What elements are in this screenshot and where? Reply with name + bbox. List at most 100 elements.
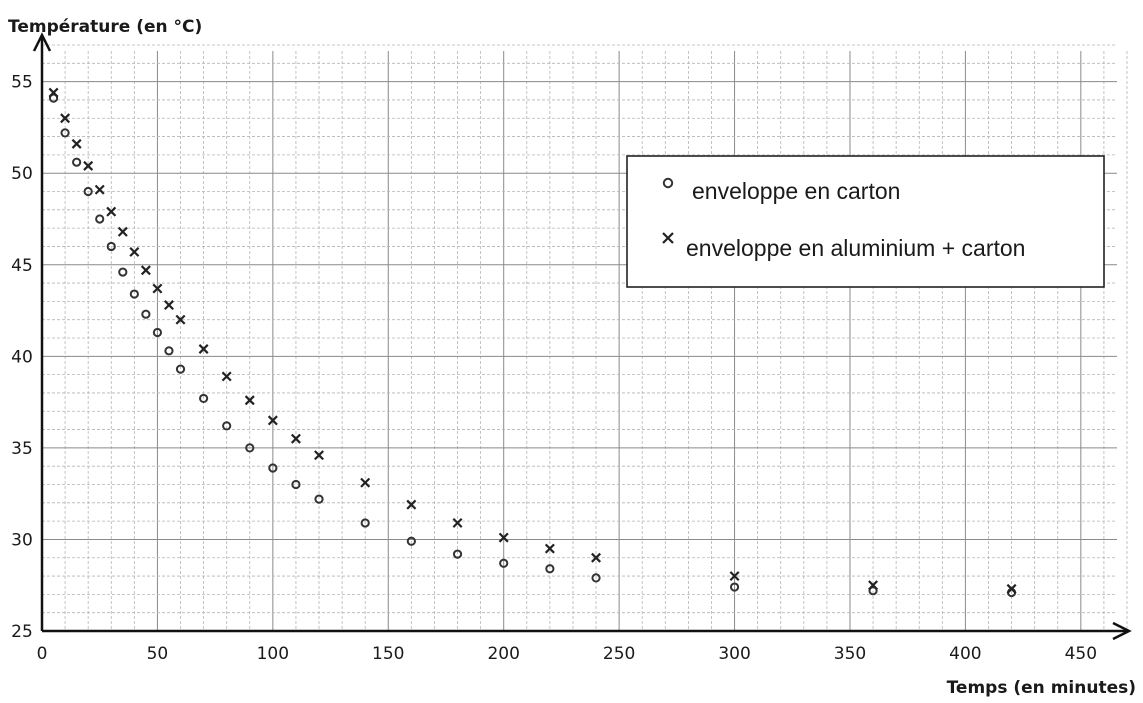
data-point-aluminium-carton	[60, 113, 71, 124]
y-axis-arrow	[32, 32, 52, 52]
data-point-carton	[452, 549, 463, 559]
x-tick-label: 450	[1065, 644, 1097, 664]
data-point-aluminium-carton	[175, 314, 186, 325]
data-point-aluminium-carton	[140, 265, 151, 276]
data-point-carton	[499, 558, 509, 568]
cross-stroke	[314, 450, 324, 461]
cross-stroke	[60, 113, 71, 124]
data-point-aluminium-carton	[71, 138, 82, 149]
cross-stroke	[129, 246, 140, 257]
cross-stroke	[48, 87, 59, 98]
y-axis-title: Température (en °C)	[8, 17, 202, 37]
data-point-carton	[48, 93, 59, 103]
data-point-aluminium-carton	[106, 206, 117, 217]
cross-stroke	[152, 283, 163, 294]
y-tick-label: 40	[11, 347, 33, 367]
cross-stroke	[360, 477, 371, 488]
data-point-carton	[729, 582, 740, 592]
data-point-carton	[106, 241, 116, 252]
y-tick-label: 50	[11, 164, 33, 184]
legend-circle-marker	[662, 177, 674, 189]
data-point-aluminium-carton	[360, 477, 371, 488]
cross-stroke	[544, 543, 555, 554]
data-point-aluminium-carton	[152, 283, 163, 294]
data-point-aluminium-carton	[729, 571, 740, 582]
y-tick-label: 30	[11, 530, 33, 550]
cross-stroke	[163, 300, 174, 311]
cross-stroke	[94, 184, 105, 195]
legend-cross-marker	[662, 232, 674, 244]
data-point-carton	[198, 393, 209, 404]
data-point-aluminium-carton	[244, 395, 255, 406]
data-point-carton	[152, 327, 163, 338]
cross-stroke	[662, 232, 674, 244]
cross-stroke	[498, 532, 509, 543]
cross-stroke	[267, 415, 278, 426]
cross-stroke	[83, 160, 94, 171]
data-point-carton	[141, 309, 151, 319]
x-tick-label: 100	[257, 644, 289, 664]
cross-stroke	[452, 517, 463, 528]
cross-stroke	[175, 314, 186, 325]
data-point-aluminium-carton	[48, 87, 59, 98]
cross-stroke	[221, 371, 232, 382]
data-point-aluminium-carton	[94, 184, 105, 195]
data-points	[48, 87, 1017, 598]
legend-label-carton: enveloppe en carton	[692, 178, 900, 204]
data-point-aluminium-carton	[198, 344, 209, 354]
data-point-carton	[164, 346, 174, 356]
x-tick-label: 300	[718, 644, 750, 664]
x-tick-label: 0	[37, 644, 48, 664]
cross-stroke	[106, 206, 117, 217]
x-axis-title: Temps (en minutes)	[947, 678, 1136, 698]
y-tick-label: 55	[11, 73, 33, 93]
data-point-carton	[72, 157, 82, 167]
legend-marker-carton	[662, 177, 674, 189]
data-point-carton	[83, 186, 93, 197]
data-point-aluminium-carton	[129, 246, 140, 257]
data-point-carton	[360, 518, 370, 528]
data-point-carton	[545, 564, 555, 574]
cross-stroke	[244, 395, 255, 406]
data-point-aluminium-carton	[868, 580, 879, 591]
data-point-carton	[591, 573, 601, 583]
x-tick-label: 350	[834, 644, 866, 664]
cross-stroke	[591, 552, 602, 563]
data-point-aluminium-carton	[267, 415, 278, 426]
legend-box	[626, 155, 1105, 288]
data-point-carton	[868, 586, 878, 596]
data-point-carton	[406, 536, 416, 546]
x-tick-label: 250	[603, 644, 635, 664]
data-point-carton	[118, 267, 128, 277]
cross-stroke	[406, 499, 417, 510]
x-tick-label: 400	[949, 644, 981, 664]
tick-labels: 0 50 100 150 200 250 300 350 400 450 25 30 35 40 45 50 5…	[11, 73, 1097, 664]
data-point-aluminium-carton	[452, 517, 463, 528]
data-point-carton	[314, 494, 324, 504]
data-point-aluminium-carton	[163, 300, 174, 311]
data-point-aluminium-carton	[314, 450, 324, 461]
data-point-aluminium-carton	[83, 160, 94, 171]
x-tick-label: 150	[372, 644, 404, 664]
legend: enveloppe en carton enveloppe en alumini…	[626, 155, 1105, 288]
data-point-aluminium-carton	[290, 433, 301, 444]
data-point-carton	[95, 214, 105, 224]
legend-marker-aluminium-carton	[662, 232, 674, 244]
data-point-carton	[60, 128, 70, 138]
x-axis-arrow	[1112, 621, 1132, 641]
x-tick-label: 50	[147, 644, 169, 664]
data-point-aluminium-carton	[1006, 583, 1017, 594]
data-point-carton	[245, 443, 255, 453]
x-tick-label: 200	[487, 644, 519, 664]
data-point-carton	[291, 479, 301, 490]
data-point-carton	[175, 364, 186, 374]
cross-stroke	[868, 580, 879, 591]
data-point-aluminium-carton	[221, 371, 232, 382]
data-point-aluminium-carton	[591, 552, 602, 563]
data-point-carton	[222, 421, 232, 431]
data-point-aluminium-carton	[544, 543, 555, 554]
data-point-aluminium-carton	[117, 226, 128, 237]
cross-stroke	[729, 571, 740, 582]
